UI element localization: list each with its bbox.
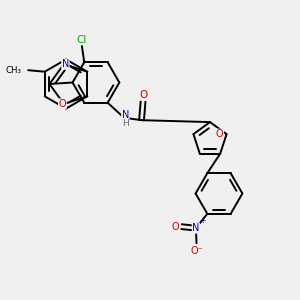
Text: Cl: Cl (77, 35, 87, 45)
Text: O⁻: O⁻ (190, 246, 203, 256)
Text: H: H (122, 119, 129, 128)
Text: CH₃: CH₃ (6, 66, 22, 75)
Text: N: N (62, 59, 69, 69)
Text: O: O (216, 129, 224, 139)
Text: O: O (139, 90, 147, 100)
Text: O: O (171, 222, 179, 232)
Text: O: O (58, 99, 66, 109)
Text: +: + (200, 216, 206, 225)
Text: N: N (122, 110, 129, 120)
Text: N: N (192, 223, 200, 233)
